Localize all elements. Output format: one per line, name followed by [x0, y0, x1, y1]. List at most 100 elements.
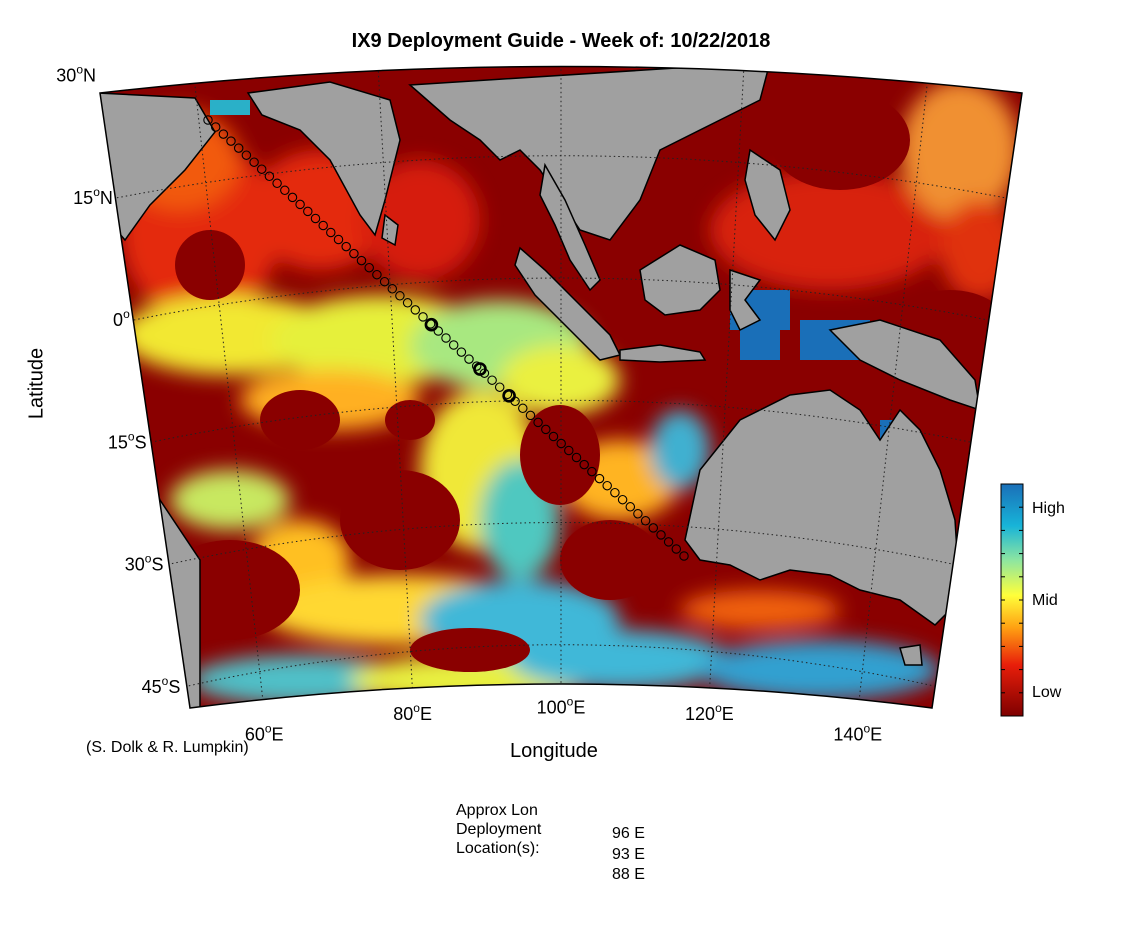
lat-tick-label: 30oN: [56, 63, 96, 86]
ocean-low-regions: [160, 90, 1010, 672]
track-point: [341, 241, 351, 252]
map-frame: [99, 65, 1023, 709]
graticule: [100, 66, 1022, 708]
lon-tick-label: 140oE: [833, 721, 882, 744]
track-point: [648, 523, 659, 533]
track-point: [410, 305, 421, 315]
track-point: [318, 220, 328, 231]
graticule-lon: [187, 66, 265, 708]
track-point: [456, 347, 467, 357]
track-point: [233, 143, 244, 153]
malay-peninsula-land: [539, 162, 601, 292]
track-point: [218, 129, 229, 139]
track-point: [349, 248, 359, 259]
track-point: [295, 199, 305, 210]
track-point: [303, 206, 313, 217]
track-point: [326, 227, 336, 238]
x-axis-label: Longitude: [510, 740, 598, 762]
graticule-lat: [167, 521, 955, 565]
track-point: [671, 544, 682, 554]
track-point: [356, 255, 367, 266]
track-point: [387, 284, 398, 294]
track-point: [280, 185, 290, 196]
track-point: [256, 164, 267, 174]
lat-tick-label: 45oS: [142, 674, 181, 697]
track-point: [372, 269, 382, 280]
lon-tick-label: 80oE: [393, 701, 432, 724]
track-point: [464, 354, 474, 364]
tasmania-land: [899, 644, 923, 666]
track-point: [418, 312, 428, 322]
track-point: [433, 326, 444, 336]
se-asia-land: [408, 66, 771, 241]
colorbar-label-mid: Mid: [1032, 592, 1058, 609]
track-point: [264, 171, 275, 182]
track-point: [471, 361, 482, 371]
track-point: [640, 516, 651, 526]
info-line-2: Deployment: [456, 821, 542, 838]
deployment-marker: [502, 388, 516, 403]
info-line-3: Location(s):: [456, 840, 540, 857]
track-point: [226, 136, 236, 146]
track-point: [379, 276, 390, 287]
track-point: [679, 551, 689, 561]
track-point: [241, 150, 252, 160]
track-point: [564, 445, 574, 456]
colorbar-label-low: Low: [1032, 684, 1062, 701]
track-point: [402, 298, 413, 308]
location-3: 88 E: [612, 866, 645, 883]
track-point: [494, 382, 505, 392]
track-point: [610, 487, 620, 498]
track-point: [487, 375, 497, 385]
graticule-lat: [133, 277, 989, 321]
lon-tick-label: 120oE: [685, 701, 734, 724]
track-point: [364, 262, 374, 273]
track-point: [441, 333, 451, 343]
track-point: [395, 291, 405, 301]
borneo-land: [639, 244, 721, 316]
ocean-heat-field: [120, 80, 1020, 705]
track-point: [633, 509, 643, 519]
y-axis-label: Latitude: [25, 347, 48, 420]
track-point: [656, 530, 666, 540]
sulawesi-land: [729, 268, 762, 332]
lat-tick-label: 15oS: [108, 429, 147, 452]
track-point: [602, 480, 612, 491]
philippines-land: [744, 148, 791, 242]
track-point: [617, 494, 628, 505]
colorbar-label-high: High: [1032, 500, 1065, 517]
deployment-info: Approx Lon Deployment Location(s):: [456, 801, 541, 858]
sri-lanka-land: [381, 213, 399, 247]
lon-tick-label: 60oE: [245, 721, 284, 744]
track-point: [518, 403, 528, 414]
location-2: 93 E: [612, 845, 645, 863]
map-area: [100, 66, 1022, 708]
track-point: [579, 459, 589, 470]
track-point: [556, 438, 566, 449]
longitude-tick-labels: 60oE 80oE 100oE 120oE 140oE: [245, 695, 882, 745]
deployment-locations: 96 E 93 E 88 E: [612, 824, 645, 886]
track-point: [272, 178, 282, 189]
colorbar: High Mid Low: [1000, 483, 1065, 717]
track-point: [333, 234, 344, 245]
deployment-marker: [473, 362, 487, 376]
chart-title: IX9 Deployment Guide - Week of: 10/22/20…: [351, 30, 771, 52]
location-1: 96 E: [612, 825, 645, 842]
india-land: [246, 81, 401, 237]
track-point: [541, 424, 551, 435]
lon-tick-label: 100oE: [537, 695, 586, 718]
graticule-lon: [708, 66, 749, 693]
track-point: [249, 157, 259, 167]
graticule-lon: [373, 66, 414, 693]
track-point: [548, 431, 559, 442]
java-land: [619, 344, 707, 363]
track-point: [448, 340, 459, 350]
track-point: [625, 502, 636, 512]
track-point: [210, 122, 221, 132]
track-point: [594, 473, 605, 484]
track-point: [310, 213, 321, 224]
graticule-lon: [857, 66, 935, 708]
track-point: [203, 115, 213, 125]
